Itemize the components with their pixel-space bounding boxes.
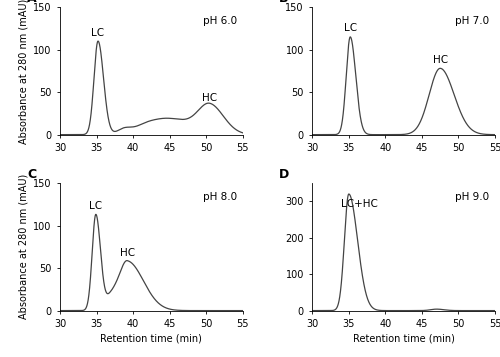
Text: HC: HC: [432, 55, 448, 65]
Text: pH 6.0: pH 6.0: [203, 16, 237, 26]
Text: LC: LC: [92, 28, 104, 38]
X-axis label: Retention time (min): Retention time (min): [100, 333, 202, 343]
Y-axis label: Absorbance at 280 nm (mAU): Absorbance at 280 nm (mAU): [19, 0, 29, 144]
X-axis label: Retention time (min): Retention time (min): [352, 333, 454, 343]
Text: LC: LC: [344, 24, 357, 34]
Text: pH 7.0: pH 7.0: [456, 16, 490, 26]
Text: HC: HC: [120, 248, 135, 258]
Text: HC: HC: [202, 93, 218, 103]
Text: pH 9.0: pH 9.0: [456, 192, 490, 202]
Text: B: B: [280, 0, 289, 5]
Text: A: A: [27, 0, 36, 5]
Text: LC+HC: LC+HC: [342, 199, 378, 209]
Text: pH 8.0: pH 8.0: [203, 192, 237, 202]
Y-axis label: Absorbance at 280 nm (mAU): Absorbance at 280 nm (mAU): [19, 174, 29, 320]
Text: D: D: [280, 167, 289, 181]
Text: LC: LC: [90, 201, 102, 211]
Text: C: C: [27, 167, 36, 181]
